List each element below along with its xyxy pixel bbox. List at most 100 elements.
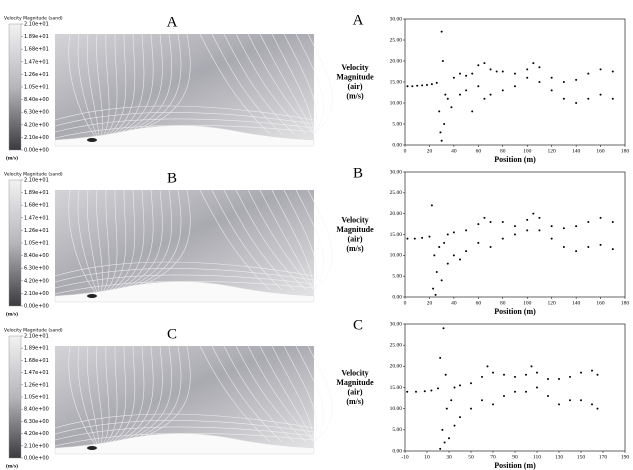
point — [423, 390, 426, 393]
point — [587, 246, 590, 248]
point — [426, 83, 428, 86]
x-tick-label: 10 — [424, 454, 430, 460]
x-tick-label: 180 — [621, 300, 630, 306]
x-tick-label: 100 — [523, 300, 532, 306]
point — [448, 437, 450, 440]
contour-line — [54, 420, 315, 435]
y-tick-label: 10.00 — [390, 100, 403, 106]
point — [421, 236, 424, 239]
point — [438, 246, 441, 248]
y-tick-label: 5.00 — [392, 121, 402, 127]
point — [459, 72, 461, 75]
contour-line — [54, 268, 315, 283]
colorbar-tick-label: 4.20e+00 — [24, 278, 49, 284]
contour-line — [77, 345, 98, 445]
y-tick-label: 25.00 — [390, 342, 403, 348]
x-tick-label: 190 — [621, 454, 630, 460]
terrain — [54, 125, 315, 147]
point — [452, 254, 455, 257]
contour-line — [112, 345, 154, 445]
point — [406, 390, 409, 393]
x-tick-label: 30 — [446, 454, 452, 460]
point — [459, 416, 461, 419]
x-axis-label: Position (m) — [494, 307, 536, 316]
colorbar-tick-label: 1.26e+01 — [24, 72, 49, 78]
y-axis-label: (m/s) — [346, 397, 364, 406]
point — [547, 394, 549, 397]
point — [470, 407, 472, 410]
y-axis-label: Velocity — [341, 368, 368, 377]
colorbar-tick-label: 1.68e+01 — [24, 358, 49, 364]
colorbar-title: Velocity Magnitude (sand) — [4, 328, 63, 334]
colorbar-tick-label: 1.89e+01 — [24, 190, 49, 196]
y-tick-label: 10.00 — [390, 253, 403, 259]
x-tick-label: 80 — [500, 300, 506, 306]
point — [538, 66, 541, 69]
point — [430, 389, 433, 392]
point — [465, 250, 468, 253]
y-axis-label: Velocity — [341, 215, 368, 224]
point — [416, 84, 419, 87]
x-tick-label: 140 — [572, 148, 581, 154]
y-axis-label: (m/s) — [346, 244, 364, 253]
point — [525, 390, 527, 393]
point — [440, 139, 443, 142]
point — [611, 70, 614, 73]
x-axis-label: Position (m) — [494, 461, 536, 470]
colorbar-tick-label: 2.10e+00 — [24, 135, 49, 141]
point — [435, 271, 438, 273]
contour-line — [96, 33, 103, 137]
point — [503, 394, 505, 397]
y-axis-label: (air) — [347, 234, 362, 243]
point — [611, 97, 614, 100]
contour-line — [116, 33, 172, 137]
point — [450, 399, 453, 402]
point — [489, 221, 492, 223]
colorbar-tick-label: 6.30e+00 — [24, 419, 49, 425]
point — [562, 227, 565, 230]
point — [483, 216, 486, 219]
colorbar-tick-label: 1.05e+01 — [24, 241, 49, 247]
point — [526, 229, 529, 232]
point — [611, 221, 614, 223]
point — [483, 97, 486, 100]
contour-line — [77, 33, 98, 137]
colorbar — [8, 23, 22, 151]
point — [580, 399, 582, 402]
x-tick-label: 50 — [468, 454, 474, 460]
y-tick-label: 15.00 — [390, 385, 403, 391]
point — [495, 70, 498, 73]
point — [477, 223, 480, 226]
dune-crest — [87, 294, 97, 298]
contour-line — [259, 33, 315, 135]
colorbar-tick-label: 8.40e+00 — [24, 407, 49, 413]
contour-line — [271, 33, 315, 135]
panel-label: B — [167, 170, 177, 186]
point — [446, 97, 449, 100]
colorbar-tick-label: 6.30e+00 — [24, 110, 49, 116]
contour-line — [235, 33, 307, 135]
point — [587, 97, 590, 100]
point — [492, 371, 494, 374]
point — [459, 93, 461, 96]
contour-line — [54, 105, 315, 121]
point — [453, 424, 456, 427]
point — [453, 386, 456, 389]
point — [503, 373, 505, 376]
y-tick-label: 15.00 — [390, 232, 403, 238]
point — [477, 64, 480, 67]
panel-label: A — [353, 12, 364, 28]
contour-line — [247, 189, 315, 291]
contour-line — [54, 413, 315, 429]
point — [599, 93, 602, 96]
point — [413, 237, 416, 240]
x-tick-label: 70 — [490, 454, 496, 460]
x-tick-label: 120 — [548, 148, 557, 154]
contour-line — [259, 345, 315, 443]
point — [550, 225, 553, 228]
y-tick-label: 15.00 — [390, 79, 403, 85]
contour-line — [199, 189, 271, 291]
point — [489, 246, 492, 248]
contour-line — [295, 33, 324, 135]
colorbar-tick-label: 2.10e+00 — [24, 443, 49, 449]
